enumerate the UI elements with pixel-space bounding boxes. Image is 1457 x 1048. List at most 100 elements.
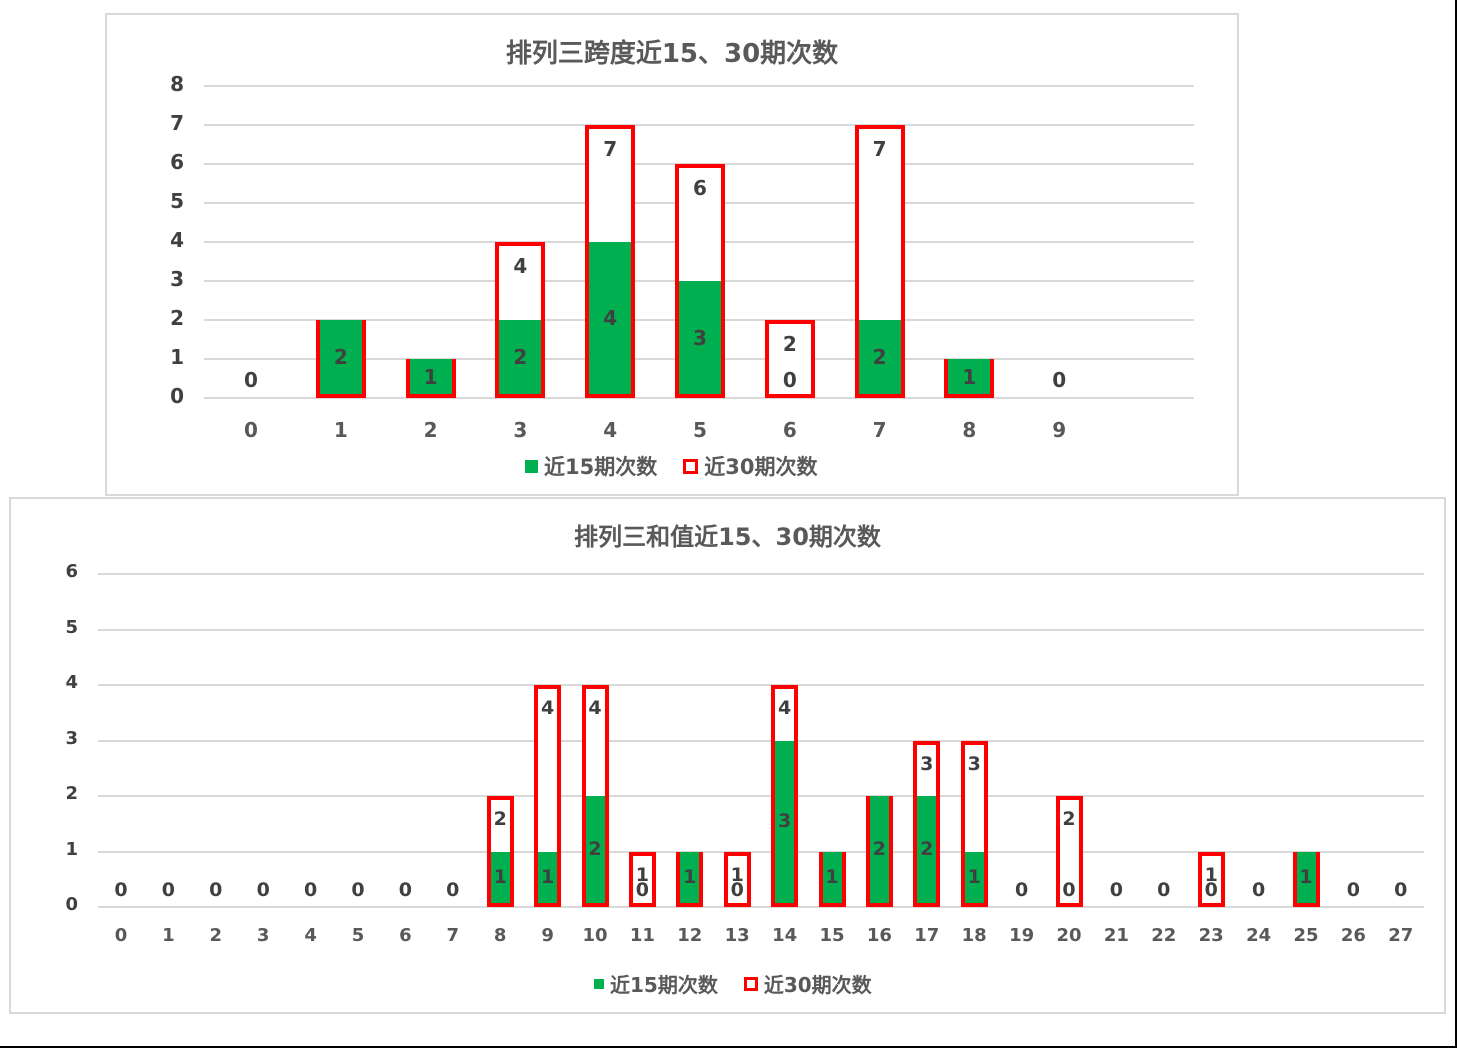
chart-title: 排列三跨度近15、30期次数 [505,39,839,69]
bar-15 [917,796,937,903]
bar-15 [319,320,362,394]
x-tick-label: 24 [1246,925,1272,946]
span-chart-panel: 排列三跨度近15、30期次数 近15期次数 近30期次数 0 1 2 3 4 5 6 7 8 0 0… [105,13,1239,496]
gridline [98,684,1424,686]
bar-30 [764,320,815,398]
x-tick-label: 17 [914,925,940,946]
value-label-0: 0 [446,878,460,901]
bar-15 [679,281,721,394]
legend-green-swatch [594,978,604,989]
value-label-15: 3 [693,325,707,350]
bar-15 [858,320,901,394]
x-tick-label: 8 [493,925,507,946]
legend: 近15期次数 近30期次数 [594,969,872,998]
x-tick-label: 7 [872,418,887,442]
value-label-15: 2 [588,838,602,861]
y-tick-label: 2 [65,783,78,805]
value-label-0: 0 [256,878,270,901]
gridline [98,850,1424,853]
x-tick-label: 19 [1009,925,1035,946]
value-label-0: 0 [351,878,365,901]
y-tick-label: 2 [170,306,184,330]
value-label-15: 0 [782,368,797,392]
bar-30 [628,851,656,907]
value-label-15: 3 [777,810,792,833]
value-label-0: 0 [1394,878,1408,901]
x-tick-label: 2 [423,418,438,442]
value-label-30: 3 [920,752,934,775]
y-tick-label: 5 [170,189,184,213]
value-label-15: 2 [513,345,528,369]
value-label-0: 0 [1052,368,1067,392]
y-tick-label: 4 [65,672,78,694]
y-tick-label: 5 [65,616,78,638]
value-label-0: 0 [303,878,318,901]
value-label-30: 7 [872,137,887,161]
x-tick-label: 1 [333,418,348,442]
bar-15 [964,851,984,903]
legend-label-15: 近15期次数 [610,973,718,997]
value-label-15: 1 [493,865,507,888]
x-tick-label: 16 [866,925,892,946]
value-label-0: 0 [1157,878,1171,901]
x-tick-label: 10 [582,925,608,946]
x-tick-label: 1 [162,925,175,946]
x-tick-label: 2 [209,925,223,946]
value-label-15: 1 [825,865,839,888]
y-tick-label: 1 [170,345,184,369]
legend-label-15: 近15期次数 [544,455,658,479]
value-label-15: 2 [333,345,348,369]
value-label-15: 1 [423,364,438,389]
x-tick-label: 3 [513,418,528,442]
legend-label-30: 近30期次数 [763,973,872,997]
x-tick-label: 4 [603,418,618,442]
bar-15 [409,359,452,394]
x-tick-label: 7 [446,925,460,946]
bar-15 [499,320,542,394]
x-tick-label: 12 [677,925,703,946]
y-tick-label: 0 [65,894,78,916]
x-tick-label: 23 [1198,925,1224,946]
x-tick-label: 22 [1151,925,1177,946]
value-label-30: 2 [1062,808,1076,830]
value-label-30: 4 [540,697,555,719]
value-label-0: 0 [209,878,223,901]
value-label-15: 1 [1299,865,1313,888]
value-label-30: 1 [730,863,744,886]
bar-30 [723,851,751,907]
bar-30 [1197,851,1225,907]
value-label-15: 2 [920,838,934,861]
gridline [98,906,1424,908]
x-tick-label: 26 [1340,925,1366,946]
value-label-0: 0 [1346,878,1360,901]
x-tick-label: 20 [1056,925,1082,946]
x-tick-label: 8 [962,418,977,442]
value-label-30: 2 [493,808,507,830]
value-label-0: 0 [1251,878,1266,901]
value-label-15: 1 [540,865,555,888]
value-label-0: 0 [161,878,175,901]
value-label-15: 0 [635,878,649,901]
value-label-15: 0 [1062,878,1076,901]
x-tick-label: 0 [114,925,128,946]
legend-green-swatch [525,459,538,473]
legend-red-swatch [743,976,758,991]
x-tick-label: 9 [1052,418,1067,442]
gridline [204,85,1194,87]
x-tick-label: 15 [819,925,845,946]
x-tick-label: 13 [724,925,750,946]
value-label-15: 2 [872,838,886,861]
bar-15 [589,242,632,394]
x-tick-label: 14 [772,925,798,946]
y-tick-label: 6 [65,561,78,583]
value-label-0: 0 [398,878,412,901]
value-label-30: 4 [588,697,602,719]
value-label-15: 0 [1204,878,1218,901]
gridline [98,795,1424,797]
bar-15 [948,359,991,394]
legend: 近15期次数 近30期次数 [525,451,817,481]
x-tick-label: 3 [256,925,270,946]
y-tick-label: 0 [170,384,184,408]
y-tick-label: 6 [170,150,184,174]
